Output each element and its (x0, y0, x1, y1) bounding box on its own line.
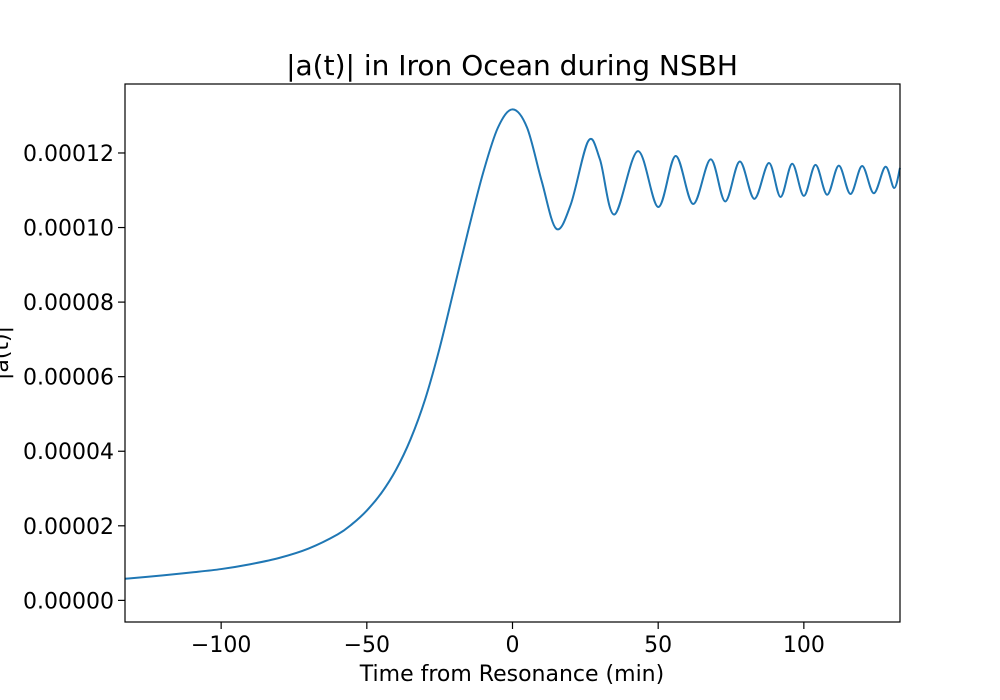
y-tick-label: 0.00002 (23, 515, 114, 540)
y-tick-label: 0.00000 (23, 589, 114, 614)
x-tick-label: −100 (191, 633, 251, 658)
chart-title: |a(t)| in Iron Ocean during NSBH (286, 49, 738, 82)
y-tick-label: 0.00008 (23, 291, 114, 316)
series-line (124, 108, 901, 580)
y-axis: 0.00000 0.00002 0.00004 0.00006 0.00008 0.000… (23, 142, 125, 614)
x-axis-label: Time from Resonance (min) (359, 662, 664, 687)
y-tick-label: 0.00006 (23, 366, 114, 391)
x-tick-label: 100 (783, 633, 825, 658)
y-tick-label: 0.00010 (23, 217, 114, 242)
y-axis-label: |a(t)| (0, 326, 14, 380)
plot-frame (124, 83, 901, 623)
series-layer (124, 108, 901, 580)
x-axis: −100 −50 0 50 100 (191, 622, 825, 658)
y-tick-label: 0.00004 (23, 440, 114, 465)
x-tick-label: 50 (644, 633, 672, 658)
x-tick-label: 0 (506, 633, 520, 658)
plot-area (125, 84, 900, 622)
x-tick-label: −50 (344, 633, 390, 658)
y-tick-label: 0.00012 (23, 142, 114, 167)
